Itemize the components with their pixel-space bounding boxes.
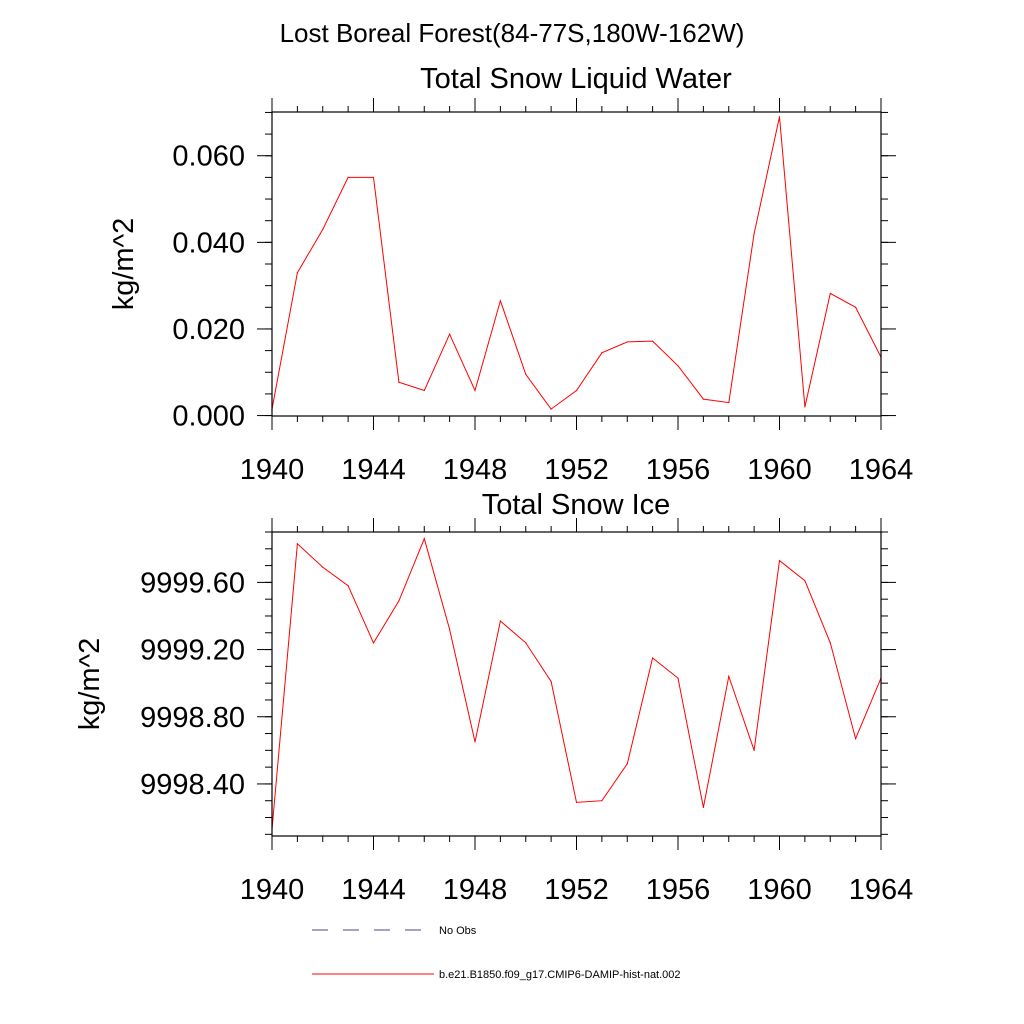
plot-frame (271, 111, 882, 417)
data-point (855, 737, 857, 740)
y-tick-label: 9998.80 (140, 702, 245, 734)
data-point (372, 176, 375, 178)
legend: No Obs b.e21.B1850.f09_g17.CMIP6-DAMIP-h… (312, 925, 681, 981)
snow-liquid-water-chart: Total Snow Liquid Water kg/m^2 1940 1944 1… (108, 63, 913, 486)
data-point (728, 401, 730, 404)
snow-ice-chart: Total Snow Ice kg/m^2 1940 1944 1948 1952 19… (74, 489, 913, 906)
data-point (601, 352, 603, 354)
y-tick-label: 9999.20 (140, 635, 245, 667)
x-tick-label: 1956 (646, 454, 711, 486)
data-point (652, 340, 654, 342)
data-point (322, 228, 324, 230)
data-point (474, 389, 476, 392)
x-tick-label: 1940 (240, 874, 305, 906)
y-tick-label: 0.000 (172, 401, 245, 433)
data-point (601, 800, 603, 802)
data-point (652, 657, 654, 659)
figure-title: Lost Boreal Forest(84-77S,180W-162W) (280, 18, 745, 48)
x-tick-label: 1948 (443, 874, 508, 906)
data-point (702, 806, 704, 809)
data-point (525, 642, 527, 644)
data-point (525, 373, 527, 376)
data-point (296, 543, 298, 545)
x-tick-label: 1952 (544, 454, 609, 486)
data-point (423, 538, 425, 540)
x-tick-label: 1956 (646, 874, 711, 906)
data-point (347, 176, 349, 178)
data-point (575, 389, 578, 392)
data-point (474, 741, 476, 743)
data-point (449, 333, 451, 335)
data-point (499, 620, 501, 622)
data-point (322, 566, 324, 568)
plot-frame (271, 531, 882, 837)
x-tick-label: 1944 (341, 454, 406, 486)
data-point (550, 680, 552, 683)
data-point (804, 406, 806, 408)
data-point (728, 675, 730, 678)
series-line (271, 116, 882, 410)
data-point (778, 559, 781, 562)
data-point (550, 408, 552, 410)
data-point (398, 381, 400, 383)
y-tick-label: 9999.60 (140, 567, 245, 599)
x-tick-label: 1964 (849, 454, 914, 486)
x-tick-label: 1940 (240, 454, 305, 486)
y-tick-label: 0.040 (172, 227, 245, 259)
y-axis-label: kg/m^2 (74, 638, 106, 731)
x-tick-label: 1944 (341, 874, 406, 906)
y-axis-label: kg/m^2 (108, 218, 140, 311)
y-tick-label: 0.060 (172, 141, 245, 173)
x-tick-label: 1952 (544, 874, 609, 906)
data-point (626, 763, 628, 765)
y-tick-label: 0.020 (172, 314, 245, 346)
series-line (271, 537, 882, 830)
data-point (677, 365, 679, 367)
data-point (778, 116, 781, 118)
data-point (575, 801, 578, 804)
data-point (829, 642, 831, 644)
data-point (398, 600, 400, 602)
data-point (677, 677, 679, 679)
chart-title: Total Snow Ice (482, 489, 671, 521)
legend-label-model: b.e21.B1850.f09_g17.CMIP6-DAMIP-hist-nat… (439, 969, 681, 981)
data-point (499, 300, 501, 302)
x-tick-label: 1948 (443, 454, 508, 486)
y-tick-label: 9998.40 (140, 769, 245, 801)
data-point (296, 272, 298, 274)
data-point (423, 389, 425, 392)
data-point (626, 341, 628, 343)
chart-marks: 1940 1944 1948 1952 1956 1960 1964 9998.40 9998.… (140, 518, 913, 906)
x-tick-label: 1960 (747, 454, 812, 486)
data-point (372, 642, 375, 644)
chart-title: Total Snow Liquid Water (420, 63, 732, 95)
data-point (347, 585, 349, 587)
data-point (753, 749, 755, 751)
data-point (702, 398, 704, 400)
data-point (753, 233, 755, 235)
data-point (855, 306, 857, 308)
data-point (449, 628, 451, 631)
data-point (829, 292, 831, 295)
chart-marks: 1940 1944 1948 1952 1956 1960 1964 0.000 0.020 0.… (172, 98, 913, 486)
legend-label-no-obs: No Obs (439, 925, 477, 937)
data-point (804, 580, 806, 582)
x-tick-label: 1960 (747, 874, 812, 906)
x-tick-label: 1964 (849, 874, 914, 906)
